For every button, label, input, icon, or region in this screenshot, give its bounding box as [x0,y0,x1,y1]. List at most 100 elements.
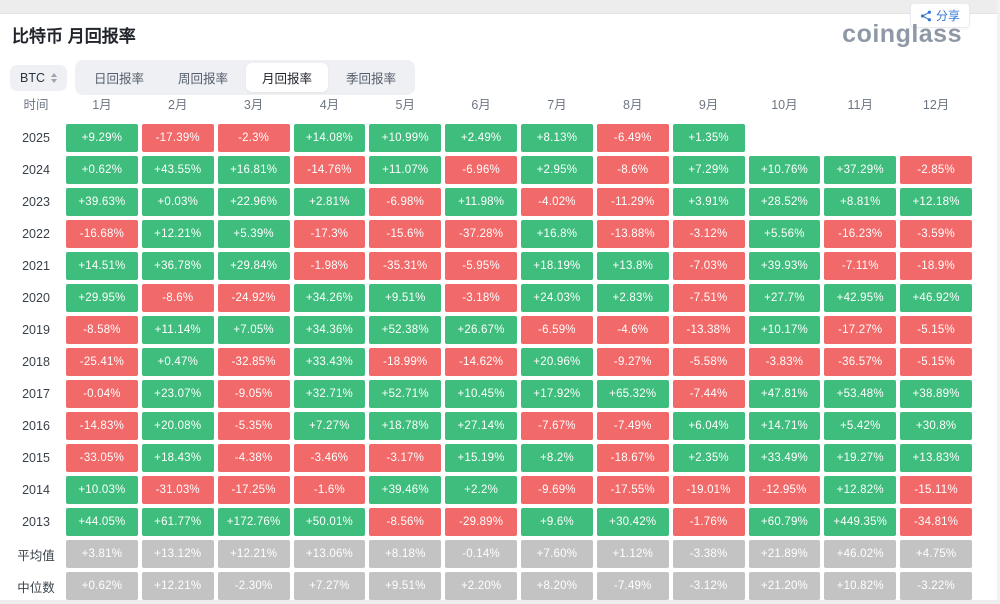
return-cell: +8.81% [824,188,897,216]
month-column-header: 11月 [847,98,873,112]
return-cell: +2.2% [445,476,517,504]
symbol-select-value: BTC [20,70,45,85]
table-row: 2020 +29.95% -8.6% -24.92% +34.26% +9.51% -3.1… [10,284,972,312]
return-cell: +2.49% [445,124,517,152]
return-cell: -35.31% [369,252,442,280]
return-cell: -29.89% [445,508,517,536]
return-cell: +14.71% [748,412,821,440]
return-cell: +7.29% [672,156,745,184]
month-column-header: 1月 [92,98,112,112]
return-cell: -33.05% [66,444,138,472]
controls-bar: BTC 日回报率 周回报率 月回报率 季回报率 [10,60,416,95]
month-column-header: 2月 [168,98,188,112]
tab-monthly-return[interactable]: 月回报率 [246,63,329,92]
share-icon [920,10,932,21]
return-cell: -3.12% [672,220,745,248]
page-right-edge [997,0,1000,604]
return-cell: -5.58% [672,348,745,376]
return-cell: +61.77% [141,508,214,536]
return-cell: +50.01% [293,508,366,536]
return-cell: +29.95% [66,284,138,312]
return-cell: +20.08% [141,412,214,440]
return-cell: -14.83% [66,412,138,440]
return-cell: +3.91% [672,188,745,216]
return-cell: +4.75% [900,540,972,568]
return-cell: +46.92% [900,284,972,312]
symbol-select[interactable]: BTC [10,64,67,91]
summary-row-label: 平均值 [17,548,55,563]
return-cell: +2.20% [445,572,517,600]
table-row: 2021 +14.51% +36.78% +29.84% -1.98% -35.31% -5… [10,252,972,280]
return-cell: -3.38% [672,540,745,568]
return-cell: +5.56% [748,220,821,248]
return-cell: -17.3% [293,220,366,248]
return-cell: -9.05% [217,380,290,408]
return-cell: -7.49% [596,412,669,440]
return-cell: +1.12% [596,540,669,568]
return-cell: -4.38% [217,444,290,472]
return-cell: +10.76% [748,156,821,184]
return-cell: -8.58% [66,316,138,344]
chevron-up-down-icon [51,72,57,83]
table-row: 2024 +0.62% +43.55% +16.81% -14.76% +11.07% -6… [10,156,972,184]
return-cell: -3.18% [445,284,517,312]
return-cell: +9.6% [521,508,593,536]
tab-daily-return[interactable]: 日回报率 [94,72,145,86]
tab-weekly-return[interactable]: 周回报率 [178,72,229,86]
return-cell: +28.52% [748,188,821,216]
year-label: 2023 [22,195,50,209]
summary-row-label: 中位数 [17,580,55,595]
return-cell: +13.83% [900,444,972,472]
month-column-header: 5月 [395,98,415,112]
page-bottom-edge [0,600,1000,604]
return-cell: -15.11% [900,476,972,504]
return-cell: -15.6% [369,220,442,248]
year-label: 2021 [22,259,50,273]
return-cell: -3.83% [748,348,821,376]
table-row: 2014 +10.03% -31.03% -17.25% -1.6% +39.46% +2.… [10,476,972,504]
return-cell: +10.45% [445,380,517,408]
return-cell: -8.56% [369,508,442,536]
return-cell: -18.67% [596,444,669,472]
return-cell: +10.99% [369,124,442,152]
return-cell: +5.42% [824,412,897,440]
return-cell: +10.17% [748,316,821,344]
return-cell: -7.11% [824,252,897,280]
return-cell: +18.19% [521,252,593,280]
return-cell: +0.03% [141,188,214,216]
return-cell: -1.76% [672,508,745,536]
return-cell: -36.57% [824,348,897,376]
year-label: 2016 [22,419,50,433]
return-cell [900,124,972,152]
return-cell: -17.55% [596,476,669,504]
table-header-row: 时间 1月 2月 3月 4月 5月 6月 7月 8月 9月 10月 11月 12月 [10,90,972,117]
return-cell: -7.51% [672,284,745,312]
return-cell: +7.05% [217,316,290,344]
return-cell: +60.79% [748,508,821,536]
coinglass-logo: coinglass [842,20,962,48]
return-cell: -2.30% [217,572,290,600]
return-cell: +0.62% [66,572,138,600]
share-button[interactable]: 分享 [909,3,970,28]
return-cell: +8.13% [521,124,593,152]
return-cell: +23.07% [141,380,214,408]
return-cell: -32.85% [217,348,290,376]
return-cell: +0.62% [66,156,138,184]
return-cell: -17.25% [217,476,290,504]
table-row: 2015 -33.05% +18.43% -4.38% -3.46% -3.17% +15.… [10,444,972,472]
return-cell: +10.03% [66,476,138,504]
year-label: 2017 [22,387,50,401]
return-cell: +38.89% [900,380,972,408]
return-cell: +9.29% [66,124,138,152]
return-cell: +13.12% [141,540,214,568]
return-cell: +16.8% [521,220,593,248]
return-cell [749,124,821,152]
table-row: 2025 +9.29% -17.39% -2.3% +14.08% +10.99% +2.4… [10,124,972,152]
return-cell: -0.04% [66,380,138,408]
tab-quarterly-return[interactable]: 季回报率 [346,72,397,86]
return-cell: -31.03% [141,476,214,504]
return-cell: +44.05% [66,508,138,536]
return-cell: +20.96% [521,348,593,376]
return-cell: -11.29% [596,188,669,216]
return-cell: -14.62% [445,348,517,376]
